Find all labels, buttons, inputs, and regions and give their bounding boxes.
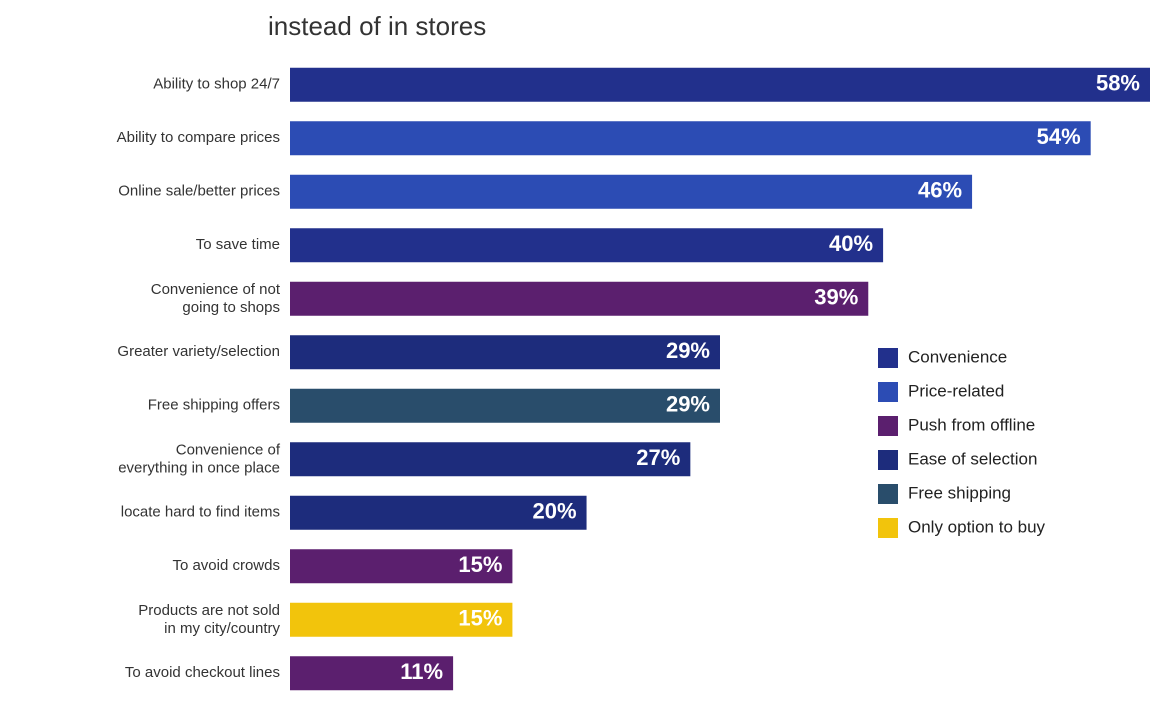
legend-swatch <box>878 450 898 470</box>
legend-label: Free shipping <box>908 483 1011 502</box>
label-line: in my city/country <box>164 620 280 637</box>
legend-label: Ease of selection <box>908 449 1037 468</box>
category-label: To save time <box>196 236 280 253</box>
category-label: To avoid checkout lines <box>125 664 280 681</box>
category-label: Online sale/better prices <box>118 183 280 200</box>
bar <box>290 602 513 637</box>
value-label: 54% <box>1037 124 1081 149</box>
category-label: Convenience of everything in once place <box>118 441 281 476</box>
bar <box>290 388 720 423</box>
legend-label: Price-related <box>908 381 1004 400</box>
label-line: Convenience of not <box>151 281 281 298</box>
category-label: Products are not sold in my city/country <box>138 602 280 637</box>
value-label: 29% <box>666 392 710 417</box>
value-label: 39% <box>814 285 858 310</box>
label-line: going to shops <box>182 299 280 316</box>
value-label: 29% <box>666 338 710 363</box>
legend-label: Push from offline <box>908 415 1035 434</box>
legend-swatch <box>878 348 898 368</box>
value-label: 15% <box>458 606 502 631</box>
value-label: 20% <box>533 499 577 524</box>
legend-swatch <box>878 518 898 538</box>
category-label: Free shipping offers <box>148 397 280 414</box>
legend-swatch <box>878 484 898 504</box>
bar <box>290 174 973 209</box>
chart-title: instead of in stores <box>268 11 486 41</box>
bar <box>290 281 869 316</box>
bar <box>290 656 454 691</box>
bar <box>290 495 587 530</box>
label-line: Products are not sold <box>138 602 280 619</box>
category-label: Ability to shop 24/7 <box>153 76 280 93</box>
category-label: locate hard to find items <box>121 504 280 521</box>
bar <box>290 335 720 370</box>
category-label: Ability to compare prices <box>117 129 280 146</box>
category-label: Greater variety/selection <box>117 343 280 360</box>
bar <box>290 121 1091 156</box>
value-label: 27% <box>636 445 680 470</box>
legend-swatch <box>878 416 898 436</box>
legend-label: Convenience <box>908 347 1007 366</box>
bar <box>290 67 1150 102</box>
legend-label: Only option to buy <box>908 517 1046 536</box>
value-label: 46% <box>918 178 962 203</box>
category-label: Convenience of not going to shops <box>151 281 281 316</box>
value-label: 15% <box>458 552 502 577</box>
legend-swatch <box>878 382 898 402</box>
category-label: To avoid crowds <box>172 557 280 574</box>
bar <box>290 549 513 584</box>
value-label: 11% <box>400 659 443 684</box>
value-label: 40% <box>829 231 873 256</box>
bar <box>290 442 691 477</box>
label-line: Convenience of <box>176 441 281 458</box>
bar <box>290 228 884 263</box>
value-label: 58% <box>1096 71 1140 96</box>
label-line: everything in once place <box>118 459 280 476</box>
